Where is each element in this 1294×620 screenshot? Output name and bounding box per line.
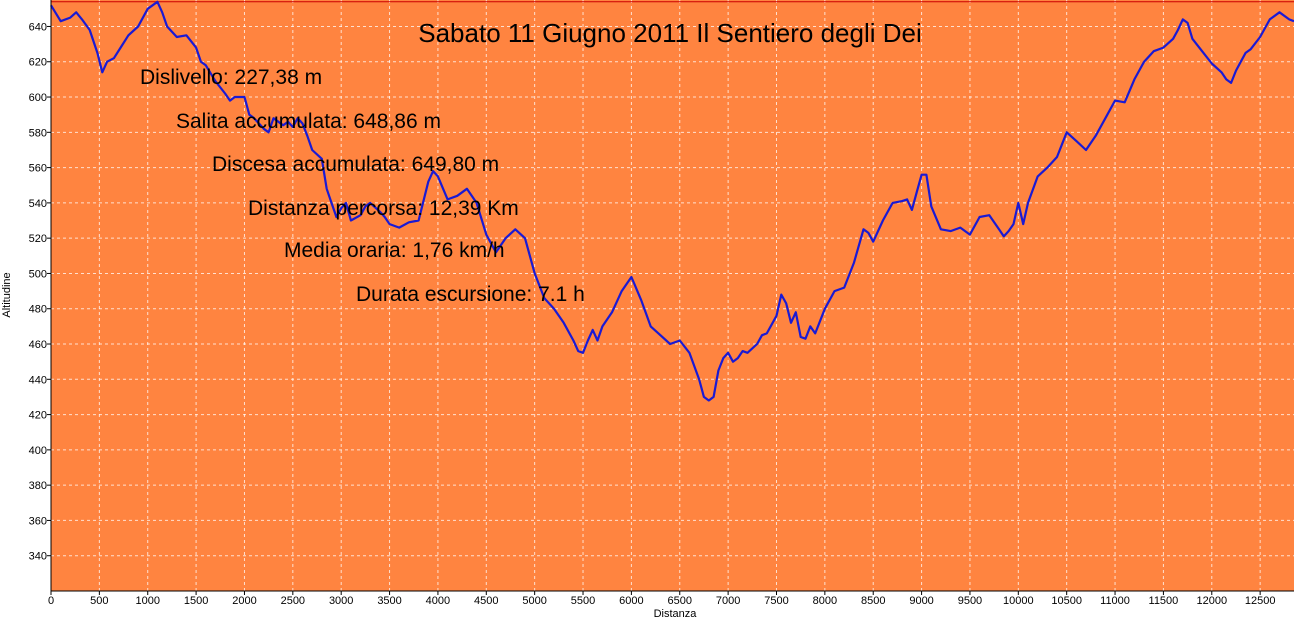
y-tick-label: 420 <box>29 410 47 422</box>
x-tick-label: 2000 <box>232 595 256 607</box>
x-tick-label: 0 <box>48 595 54 607</box>
y-tick-labels: 340 360 380 400 420 440 460 480 500 520 540 560 580 6… <box>29 21 51 563</box>
y-tick-label: 480 <box>29 304 47 316</box>
x-tick-label: 4000 <box>426 595 450 607</box>
x-tick-label: 1500 <box>184 595 208 607</box>
y-tick-label: 440 <box>29 374 47 386</box>
y-tick-label: 380 <box>29 480 47 492</box>
x-tick-label: 11500 <box>1149 595 1179 607</box>
y-tick-label: 560 <box>29 163 47 175</box>
x-tick-label: 8500 <box>861 595 885 607</box>
annotation-salita: Salita accumulata: 648,86 m <box>176 110 441 133</box>
annotation-dislivello: Dislivello: 227,38 m <box>140 66 322 89</box>
x-tick-label: 5000 <box>522 595 546 607</box>
x-tick-label: 6500 <box>668 595 692 607</box>
x-tick-label: 9000 <box>909 595 933 607</box>
x-tick-label: 3500 <box>377 595 401 607</box>
x-tick-label: 10500 <box>1051 595 1082 607</box>
y-tick-label: 460 <box>29 339 47 351</box>
chart-title: Sabato 11 Giugno 2011 Il Sentiero degli … <box>418 18 922 48</box>
annotation-durata: Durata escursione: 7.1 h <box>356 283 585 306</box>
elevation-series-line <box>50 0 1294 402</box>
x-tick-label: 8000 <box>813 595 837 607</box>
y-tick-label: 540 <box>29 198 47 210</box>
y-axis-title: Altitudine <box>1 272 13 317</box>
y-tick-label: 640 <box>29 21 47 33</box>
x-tick-label: 9500 <box>958 595 982 607</box>
x-axis-title: Distanza <box>654 608 698 620</box>
x-tick-label: 3000 <box>329 595 353 607</box>
y-tick-label: 360 <box>29 515 47 527</box>
x-tick-labels: 0 500 1000 1500 2000 2500 3000 3500 4000 4500 5000… <box>48 591 1276 607</box>
x-tick-label: 1000 <box>135 595 159 607</box>
y-tick-label: 340 <box>29 551 47 563</box>
plot-background <box>51 0 1294 591</box>
y-tick-label: 400 <box>29 445 47 457</box>
x-tick-label: 2500 <box>281 595 305 607</box>
annotation-discesa: Discesa accumulata: 649,80 m <box>212 153 499 176</box>
x-tick-label: 10000 <box>1003 595 1034 607</box>
x-tick-label: 7000 <box>716 595 740 607</box>
annotation-media: Media oraria: 1,76 km/h <box>284 239 505 262</box>
y-tick-label: 500 <box>29 268 47 280</box>
y-tick-label: 620 <box>29 57 47 69</box>
x-tick-label: 6000 <box>619 595 643 607</box>
x-tick-label: 5500 <box>571 595 595 607</box>
annotation-distanza: Distanza percorsa: 12,39 Km <box>248 197 519 220</box>
x-tick-label: 12000 <box>1196 595 1227 607</box>
x-tick-label: 11000 <box>1100 595 1130 607</box>
x-tick-label: 7500 <box>764 595 788 607</box>
y-tick-label: 580 <box>29 127 47 139</box>
y-tick-label: 600 <box>29 92 47 104</box>
x-tick-label: 4500 <box>474 595 498 607</box>
y-tick-label: 520 <box>29 233 47 245</box>
x-tick-label: 12500 <box>1245 595 1276 607</box>
x-tick-label: 500 <box>90 595 108 607</box>
grid-lines <box>51 0 1294 591</box>
